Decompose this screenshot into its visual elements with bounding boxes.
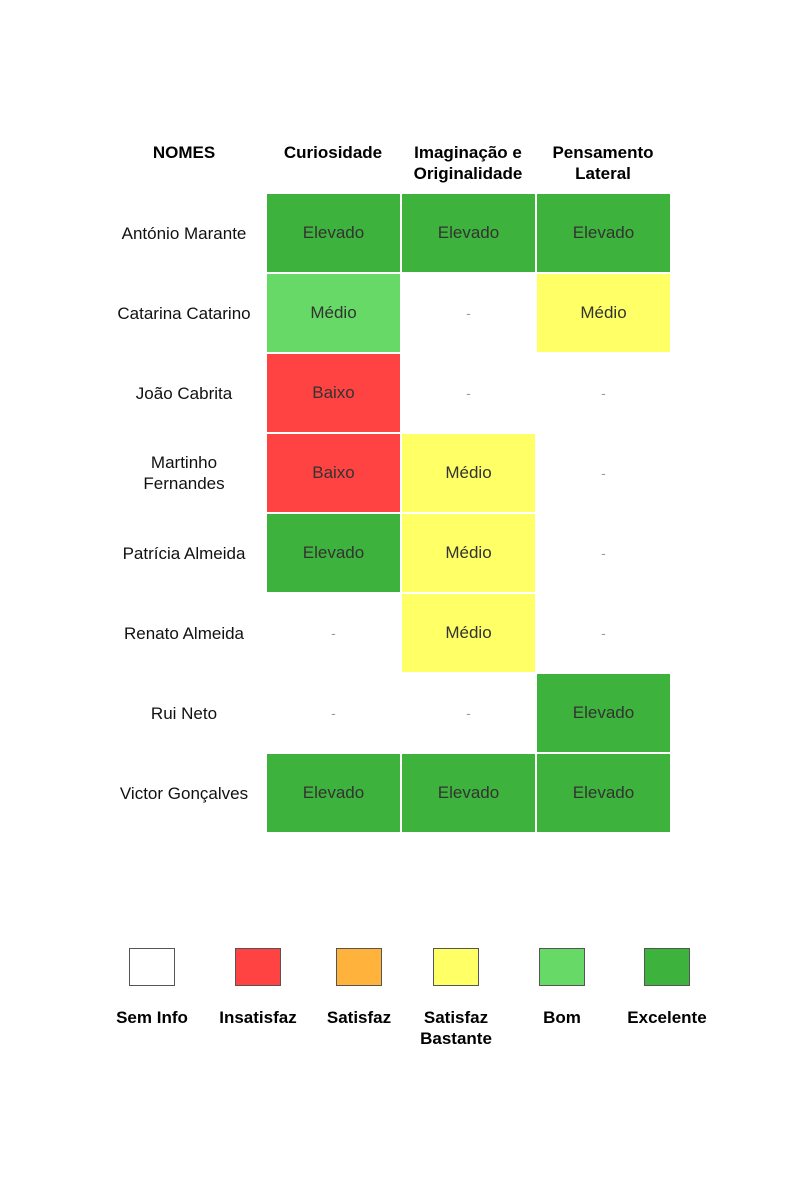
rating-cell: Médio	[402, 514, 535, 592]
rating-cell: -	[267, 674, 400, 752]
student-name: Patrícia Almeida	[122, 543, 246, 563]
legend-swatch-satisfaz	[336, 948, 382, 986]
student-name: Renato Almeida	[123, 623, 245, 643]
rating-cell: -	[537, 434, 670, 512]
rating-cell: -	[402, 274, 535, 352]
rating-cell: -	[402, 674, 535, 752]
student-name: Catarina Catarino	[117, 303, 251, 323]
rating-cell: Elevado	[537, 194, 670, 272]
legend-swatch-excelente	[644, 948, 690, 986]
legend-label-excelente: Excelente	[627, 1008, 707, 1027]
legend-label-satisfaz: Satisfaz	[326, 1008, 392, 1027]
legend-swatch-insatisfaz	[235, 948, 281, 986]
rating-cell: -	[537, 594, 670, 672]
rating-cell: Elevado	[537, 674, 670, 752]
rating-cell: Elevado	[267, 754, 400, 832]
student-name: Victor Gonçalves	[119, 783, 249, 803]
rating-cell: Médio	[537, 274, 670, 352]
header-curiosidade: Curiosidade	[283, 143, 383, 162]
rating-cell: Elevado	[537, 754, 670, 832]
rating-cell: Baixo	[267, 434, 400, 512]
legend-swatch-sem-info	[129, 948, 175, 986]
header-imaginacao: Imaginação e Originalidade	[413, 143, 523, 183]
rating-cell: Médio	[402, 434, 535, 512]
legend-label-sem-info: Sem Info	[116, 1008, 188, 1027]
student-name: Martinho Fernandes	[143, 453, 225, 493]
rating-cell: Baixo	[267, 354, 400, 432]
student-name: João Cabrita	[135, 383, 233, 403]
rating-cell: -	[537, 514, 670, 592]
rating-cell: Elevado	[402, 754, 535, 832]
rating-cell: Elevado	[267, 514, 400, 592]
legend-swatch-satisfaz-bastante	[433, 948, 479, 986]
legend-label-insatisfaz: Insatisfaz	[219, 1008, 297, 1027]
rating-cell: -	[402, 354, 535, 432]
legend-label-satisfaz-bastante: Satisfaz Bastante	[420, 1008, 492, 1048]
student-name: Rui Neto	[150, 703, 218, 723]
rating-cell: Elevado	[402, 194, 535, 272]
rating-cell: Elevado	[267, 194, 400, 272]
rating-cell: Médio	[267, 274, 400, 352]
rating-cell: -	[537, 354, 670, 432]
header-names: NOMES	[152, 143, 216, 162]
header-pensamento-lateral: Pensamento Lateral	[552, 143, 654, 183]
rating-cell: -	[267, 594, 400, 672]
legend-label-bom: Bom	[543, 1008, 581, 1027]
legend-swatch-bom	[539, 948, 585, 986]
student-name: António Marante	[121, 223, 247, 243]
rating-cell: Médio	[402, 594, 535, 672]
